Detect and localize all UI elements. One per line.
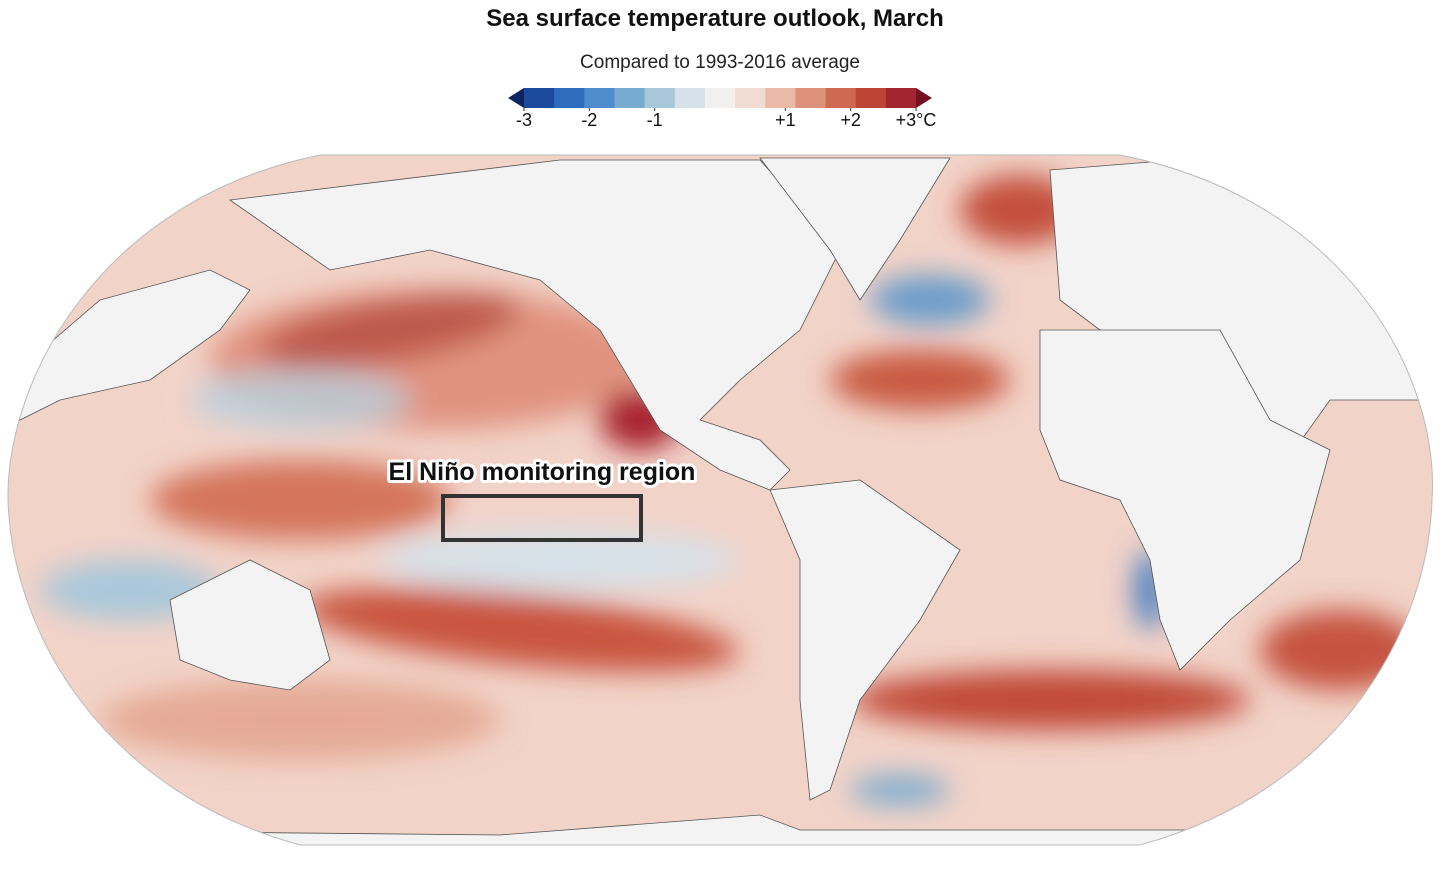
map	[7, 155, 1433, 845]
legend-swatch	[704, 88, 736, 108]
map-subtitle: Compared to 1993-2016 average	[580, 52, 860, 73]
africa	[1039, 329, 1331, 671]
legend-tick-label: -1	[647, 110, 663, 130]
region-label: El Niño monitoring region	[389, 458, 696, 486]
legend-tick-label: -3	[516, 110, 532, 130]
legend-swatch	[825, 88, 857, 108]
legend-tick-label: +3°C	[896, 110, 937, 130]
nino-region-box	[441, 494, 643, 542]
legend-swatch	[855, 88, 887, 108]
legend-swatch	[885, 88, 917, 108]
legend-tick-label: +1	[775, 110, 796, 130]
legend-swatch	[614, 88, 646, 108]
south-america	[769, 479, 961, 801]
legend-tick-label: +2	[840, 110, 861, 130]
legend-swatch	[584, 88, 615, 108]
legend-swatch	[795, 88, 827, 108]
map-title: Sea surface temperature outlook, March	[486, 5, 943, 32]
legend-arrow-low	[508, 88, 524, 108]
legend-swatch	[554, 88, 585, 108]
legend-arrow-high	[916, 88, 932, 108]
legend: -3 -2 -1 +1 +2 +3°C	[508, 88, 936, 130]
anomaly-field	[40, 175, 1420, 805]
map-outline	[7, 154, 1433, 846]
antarctica	[7, 814, 1433, 845]
legend-tick-label: -2	[581, 110, 597, 130]
legend-swatch	[765, 88, 796, 108]
australia	[169, 559, 331, 691]
legend-swatch	[674, 88, 706, 108]
legend-swatch	[735, 88, 766, 108]
greenland	[759, 157, 951, 301]
legend-swatch	[524, 88, 555, 108]
legend-swatch	[644, 88, 676, 108]
